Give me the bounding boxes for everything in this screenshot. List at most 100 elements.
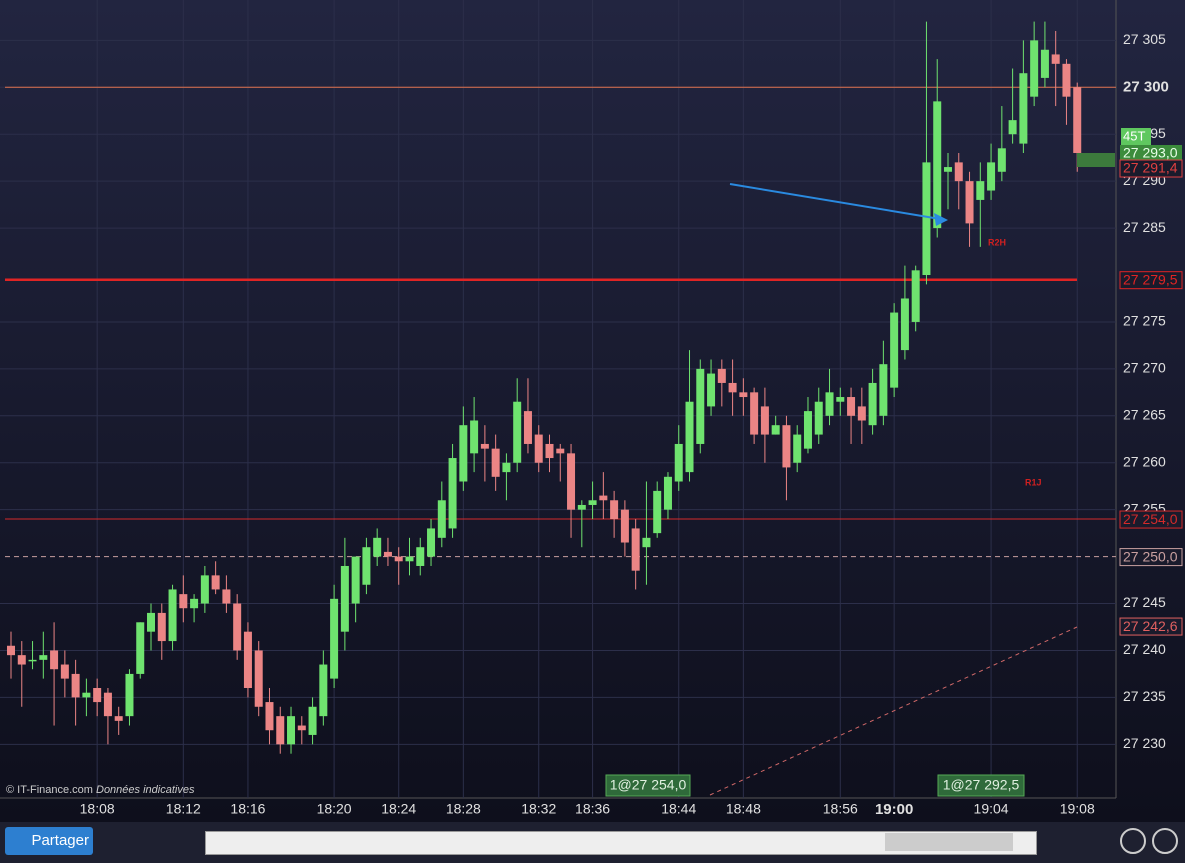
candle-body: [588, 500, 597, 505]
candle-body: [696, 368, 705, 444]
candle-body: [868, 382, 877, 426]
position-box: [1077, 153, 1115, 167]
candle-body: [685, 401, 694, 473]
candle-body: [879, 364, 888, 416]
y-tick-label: 27 240: [1123, 641, 1166, 657]
candle-body: [82, 692, 91, 698]
x-tick-label: 18:56: [823, 801, 858, 817]
x-tick-label: 19:04: [974, 801, 1009, 817]
candle-body: [491, 448, 500, 477]
candle-body: [211, 575, 220, 590]
y-tick-label: 27 305: [1123, 31, 1166, 47]
zoom-in[interactable]: [1152, 828, 1178, 854]
candle-body: [39, 655, 48, 660]
candle-body: [976, 181, 985, 200]
candle-body: [782, 425, 791, 468]
candle-body: [147, 612, 156, 632]
annotation-box: [605, 774, 691, 797]
candle-body: [200, 575, 209, 604]
candle-body: [631, 528, 640, 571]
arrow: [729, 183, 941, 220]
candle-body: [114, 716, 123, 721]
candle-body: [276, 716, 285, 745]
candle-body: [814, 401, 823, 435]
candle-body: [836, 397, 845, 402]
candle-body: [663, 476, 672, 510]
candle-body: [308, 706, 317, 735]
candle-body: [793, 434, 802, 463]
candle-body: [1008, 120, 1017, 135]
candle-body: [900, 298, 909, 351]
candle-body: [243, 631, 252, 688]
price-label: 27 242,6: [1123, 618, 1178, 634]
candle-body: [534, 434, 543, 463]
price-label: 27 293,0: [1123, 145, 1178, 161]
candle-body: [480, 443, 489, 449]
toolbar: Partager: [0, 822, 1185, 863]
candle-body: [674, 443, 683, 482]
trend-line: [709, 626, 1078, 796]
candle-body: [340, 565, 349, 632]
candle-body: [405, 556, 414, 562]
candle-body: [416, 547, 425, 566]
candle-body: [265, 702, 274, 731]
candle-body: [954, 162, 963, 182]
candle-body: [653, 490, 662, 534]
candle-body: [103, 692, 112, 717]
candle-body: [287, 716, 296, 745]
y-tick-label: 27 265: [1123, 407, 1166, 423]
candle-body: [125, 673, 134, 717]
candle-body: [933, 101, 942, 229]
candle-body: [1019, 73, 1028, 144]
candle-body: [771, 425, 780, 435]
candle-body: [7, 645, 15, 656]
x-tick-label: 19:00: [875, 801, 913, 818]
candle-body: [28, 659, 37, 662]
candle-body: [707, 373, 716, 407]
x-tick-label: 18:32: [521, 801, 556, 817]
candle-body: [513, 401, 522, 463]
candle-body: [17, 655, 26, 665]
annotation: 1@27 254,0: [610, 777, 687, 793]
candle-body: [922, 162, 931, 276]
candle-body: [351, 556, 360, 604]
annotation: R1J: [1025, 477, 1042, 487]
annotation: R2H: [988, 237, 1006, 247]
candle-body: [190, 598, 199, 609]
share-button[interactable]: Partager: [5, 827, 93, 855]
candle-body: [577, 504, 586, 510]
candle-body: [502, 462, 511, 473]
scroll-thumb[interactable]: [885, 833, 1013, 851]
x-tick-label: 18:44: [661, 801, 696, 817]
price-box: [1119, 159, 1183, 178]
candle-body: [890, 312, 899, 388]
price-box: [1119, 271, 1183, 290]
x-tick-label: 18:24: [381, 801, 416, 817]
candle-body: [847, 397, 856, 416]
zoom-out[interactable]: [1120, 828, 1146, 854]
price-box: [1119, 510, 1183, 529]
price-box: [1119, 617, 1183, 636]
x-tick-label: 18:48: [726, 801, 761, 817]
candle-body: [825, 392, 834, 416]
candle-body: [987, 162, 996, 191]
candle-body: [93, 687, 102, 703]
candle-body: [362, 547, 371, 585]
candle-body: [459, 425, 468, 482]
x-tick-label: 19:08: [1060, 801, 1095, 817]
x-tick-label: 18:20: [317, 801, 352, 817]
candle-body: [717, 368, 726, 383]
candle-body: [168, 589, 177, 642]
candle-body: [297, 725, 306, 731]
candle-body: [739, 392, 748, 398]
x-tick-label: 18:36: [575, 801, 610, 817]
candle-body: [642, 537, 651, 548]
candle-body: [394, 556, 403, 562]
candle-body: [620, 509, 629, 543]
y-tick-label: 27 230: [1123, 735, 1166, 751]
y-tick-label: 27 285: [1123, 219, 1166, 235]
price-box: [1119, 548, 1183, 567]
y-tick-label: 27 235: [1123, 688, 1166, 704]
annotation: 1@27 292,5: [943, 777, 1020, 793]
